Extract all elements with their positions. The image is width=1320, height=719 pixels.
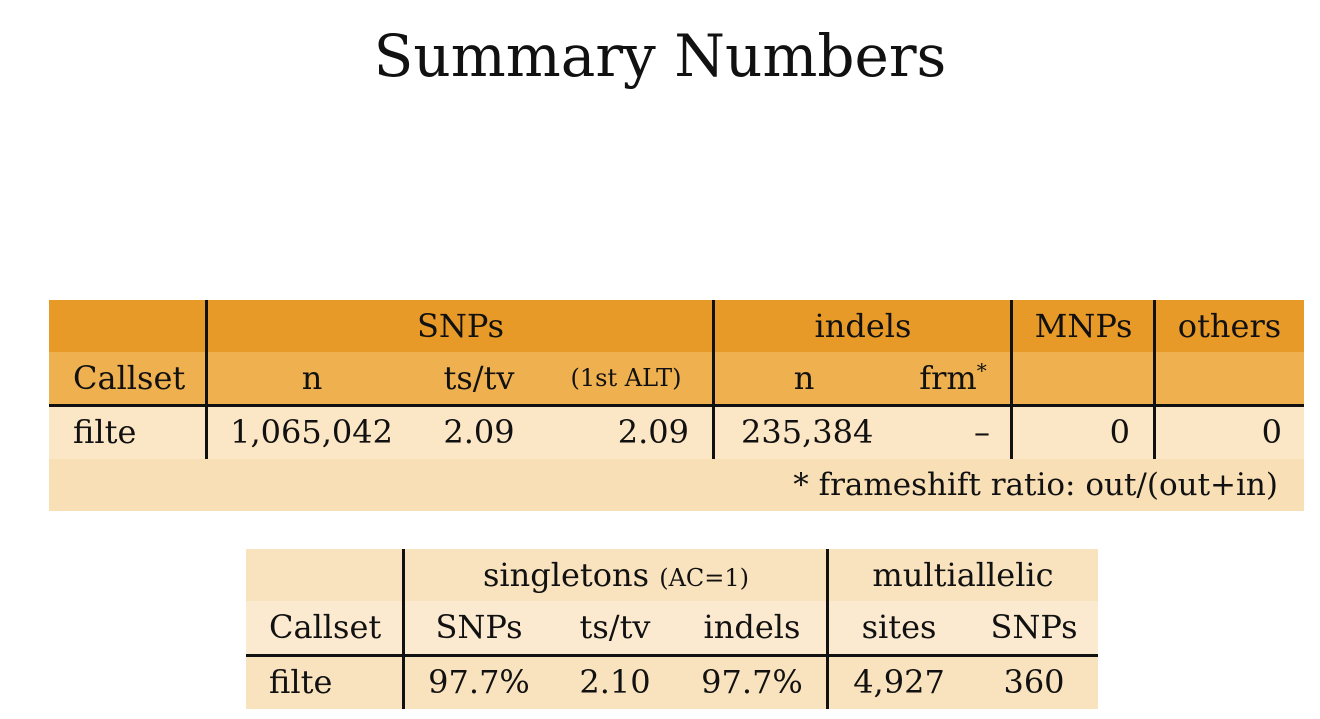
row-snps-n: 1,065,042 [230,413,393,451]
row2-multi-snps: 360 [1003,663,1065,701]
column-header-first-alt: (1st ALT) [570,364,682,392]
table1-footnote-bg [49,459,1304,511]
singletons-label: singletons [482,556,650,594]
frm-footnote-mark: * [976,358,987,383]
group-header-singletons: singletons (AC=1) [404,549,828,604]
group-header-snps: SNPs [416,307,504,345]
group-header-indels: indels [814,307,912,345]
table1-header-rule [49,404,1304,407]
row2-singleton-indels: 97.7% [701,663,803,701]
row2-singleton-snps: 97.7% [428,663,530,701]
singletons-note: (AC=1) [659,564,750,592]
page-title: Summary Numbers [373,22,947,90]
row-callset: filte [73,413,137,451]
column-header-snps-tstv: ts/tv [443,359,515,397]
column-header-indels-frm: frm* [894,352,1012,404]
footnote: * frameshift ratio: out/(out+in) [793,467,1278,503]
table1-divider-mnps [1153,300,1156,459]
group-header-mnps: MNPs [1034,307,1133,345]
group-header-multiallelic: multiallelic [872,556,1054,594]
row-indels-frm: – [974,413,990,451]
column-header-multi-sites: sites [861,608,937,646]
table2-header-band [246,601,1098,655]
row2-callset: filte [269,663,333,701]
table1-group-header-bg [49,300,1304,352]
column-header-singleton-indels: indels [703,608,801,646]
column-header-multi-snps: SNPs [990,608,1078,646]
column-header-callset: Callset [73,359,186,397]
table2-divider-singletons [826,549,829,709]
table1-data-row-bg [49,405,1304,459]
table1-divider-callset [205,300,208,459]
column-header-singleton-tstv: ts/tv [579,608,651,646]
row2-multi-sites: 4,927 [853,663,945,701]
row-snps-tstv: 2.09 [443,413,515,451]
frm-label: frm [919,359,977,397]
table2-header-rule [246,654,1098,657]
table1-divider-snps [712,300,715,459]
row2-singleton-tstv: 2.10 [579,663,651,701]
column-header-snps-n: n [301,359,323,397]
row-others: 0 [1261,413,1282,451]
row-first-alt: 2.09 [617,413,689,451]
group-header-others: others [1177,307,1282,345]
column-header-indels-n: n [793,359,815,397]
column-header-singleton-snps: SNPs [435,608,523,646]
column-header-callset-2: Callset [269,608,382,646]
table2-divider-callset [402,549,405,709]
table1-divider-indels [1010,300,1013,459]
row-indels-n: 235,384 [741,413,874,451]
row-mnps: 0 [1109,413,1130,451]
table1-column-header-bg [49,352,1304,405]
